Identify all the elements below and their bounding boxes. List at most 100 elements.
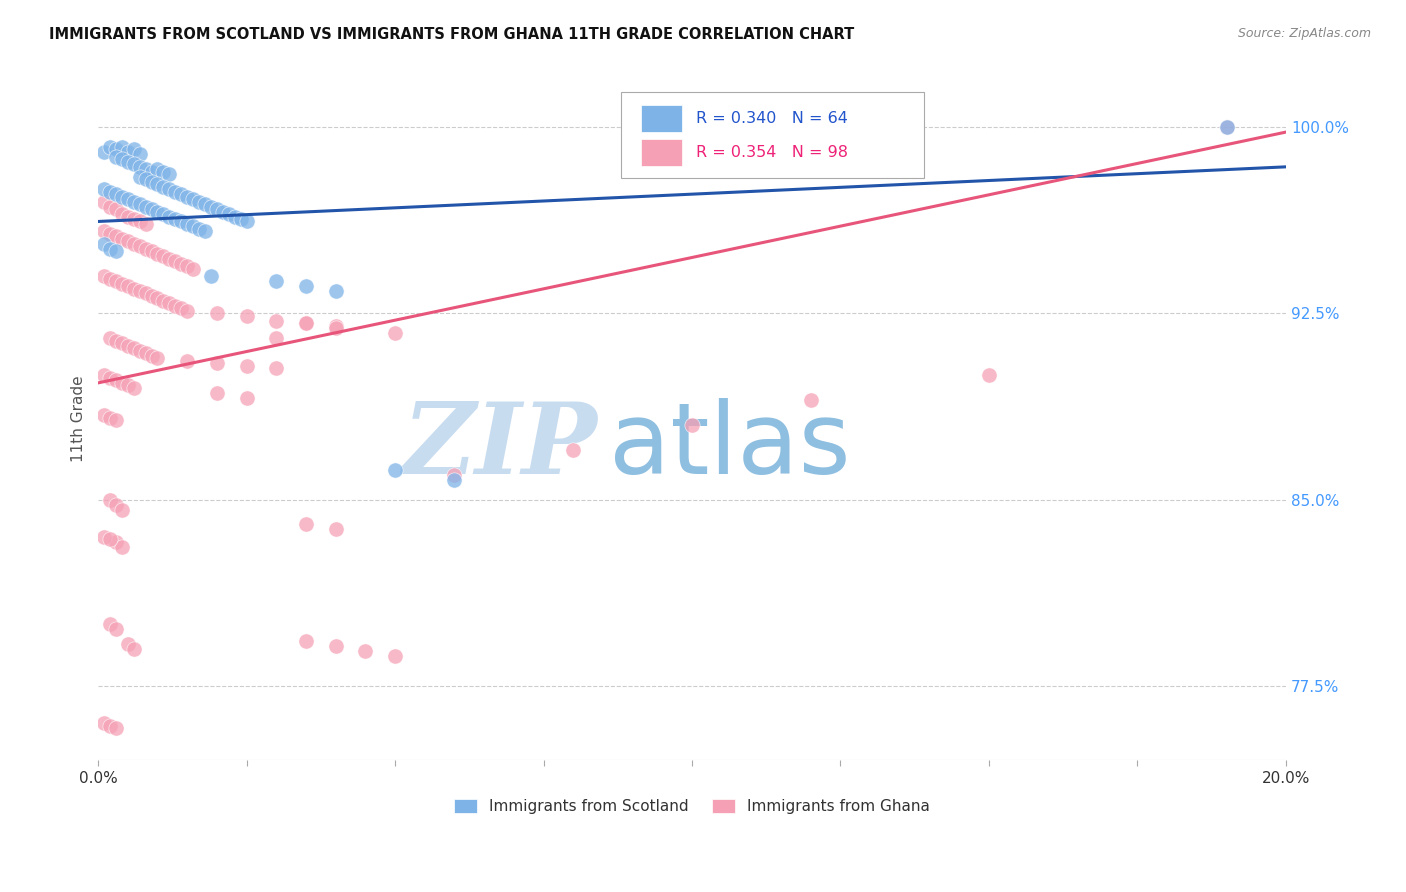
Point [218, 207, 240, 221]
Point [111, 540, 134, 554]
Text: ZIP: ZIP [402, 398, 598, 494]
Point [93, 269, 115, 284]
Point [152, 293, 174, 308]
Point [117, 235, 139, 249]
Point [104, 202, 127, 216]
Point [111, 207, 134, 221]
Point [93, 224, 115, 238]
Point [117, 279, 139, 293]
Point [152, 249, 174, 263]
Point [111, 502, 134, 516]
Point [128, 214, 150, 228]
Point [235, 359, 257, 373]
Point [141, 165, 163, 179]
Point [128, 160, 150, 174]
Point [325, 284, 347, 298]
Point [205, 306, 228, 320]
Point [170, 301, 193, 316]
Point [295, 316, 318, 330]
Point [98, 227, 121, 241]
Point [111, 153, 134, 167]
Point [211, 204, 233, 219]
Point [122, 341, 145, 355]
Point [152, 179, 174, 194]
Point [384, 463, 406, 477]
Point [98, 242, 121, 256]
Point [977, 368, 1000, 383]
Point [264, 361, 287, 376]
Point [104, 498, 127, 512]
Point [104, 622, 127, 636]
Point [135, 172, 157, 186]
Point [128, 197, 150, 211]
Point [384, 326, 406, 341]
Point [141, 244, 163, 259]
Point [443, 467, 465, 482]
Point [146, 178, 169, 192]
Point [1215, 120, 1237, 134]
Point [200, 200, 222, 214]
Point [205, 356, 228, 370]
FancyBboxPatch shape [641, 139, 682, 166]
Point [93, 408, 115, 422]
Point [264, 331, 287, 345]
Point [104, 334, 127, 348]
Point [146, 246, 169, 260]
Point [354, 644, 377, 658]
Point [93, 716, 115, 731]
Point [104, 150, 127, 164]
Point [141, 349, 163, 363]
Point [135, 200, 157, 214]
Point [93, 236, 115, 251]
Point [117, 378, 139, 392]
Point [98, 140, 121, 154]
Point [111, 232, 134, 246]
Point [295, 316, 318, 330]
Point [111, 277, 134, 291]
Point [93, 368, 115, 383]
Point [157, 210, 180, 224]
Point [295, 634, 318, 648]
Point [224, 210, 246, 224]
Point [122, 236, 145, 251]
Point [135, 286, 157, 301]
Point [98, 185, 121, 199]
Point [122, 212, 145, 227]
Point [200, 269, 222, 284]
Point [325, 318, 347, 333]
Text: Source: ZipAtlas.com: Source: ZipAtlas.com [1237, 27, 1371, 40]
Point [157, 167, 180, 181]
Point [135, 242, 157, 256]
Point [117, 210, 139, 224]
Point [128, 147, 150, 161]
Point [98, 616, 121, 631]
Point [128, 169, 150, 184]
Point [152, 207, 174, 221]
Point [170, 257, 193, 271]
Text: atlas: atlas [609, 398, 851, 495]
Point [170, 187, 193, 202]
Point [325, 639, 347, 653]
Point [104, 187, 127, 202]
Point [800, 393, 823, 408]
Point [111, 376, 134, 390]
Point [229, 212, 252, 227]
Point [384, 649, 406, 664]
Point [141, 202, 163, 216]
Point [104, 534, 127, 549]
Point [122, 157, 145, 171]
Point [98, 718, 121, 732]
Point [104, 229, 127, 244]
Point [165, 254, 187, 268]
Point [98, 271, 121, 285]
Point [122, 641, 145, 656]
Point [295, 279, 318, 293]
Point [104, 373, 127, 387]
Point [117, 145, 139, 159]
Point [98, 331, 121, 345]
Point [157, 252, 180, 266]
Point [181, 261, 204, 276]
Point [111, 189, 134, 203]
Point [128, 343, 150, 358]
Point [443, 473, 465, 487]
